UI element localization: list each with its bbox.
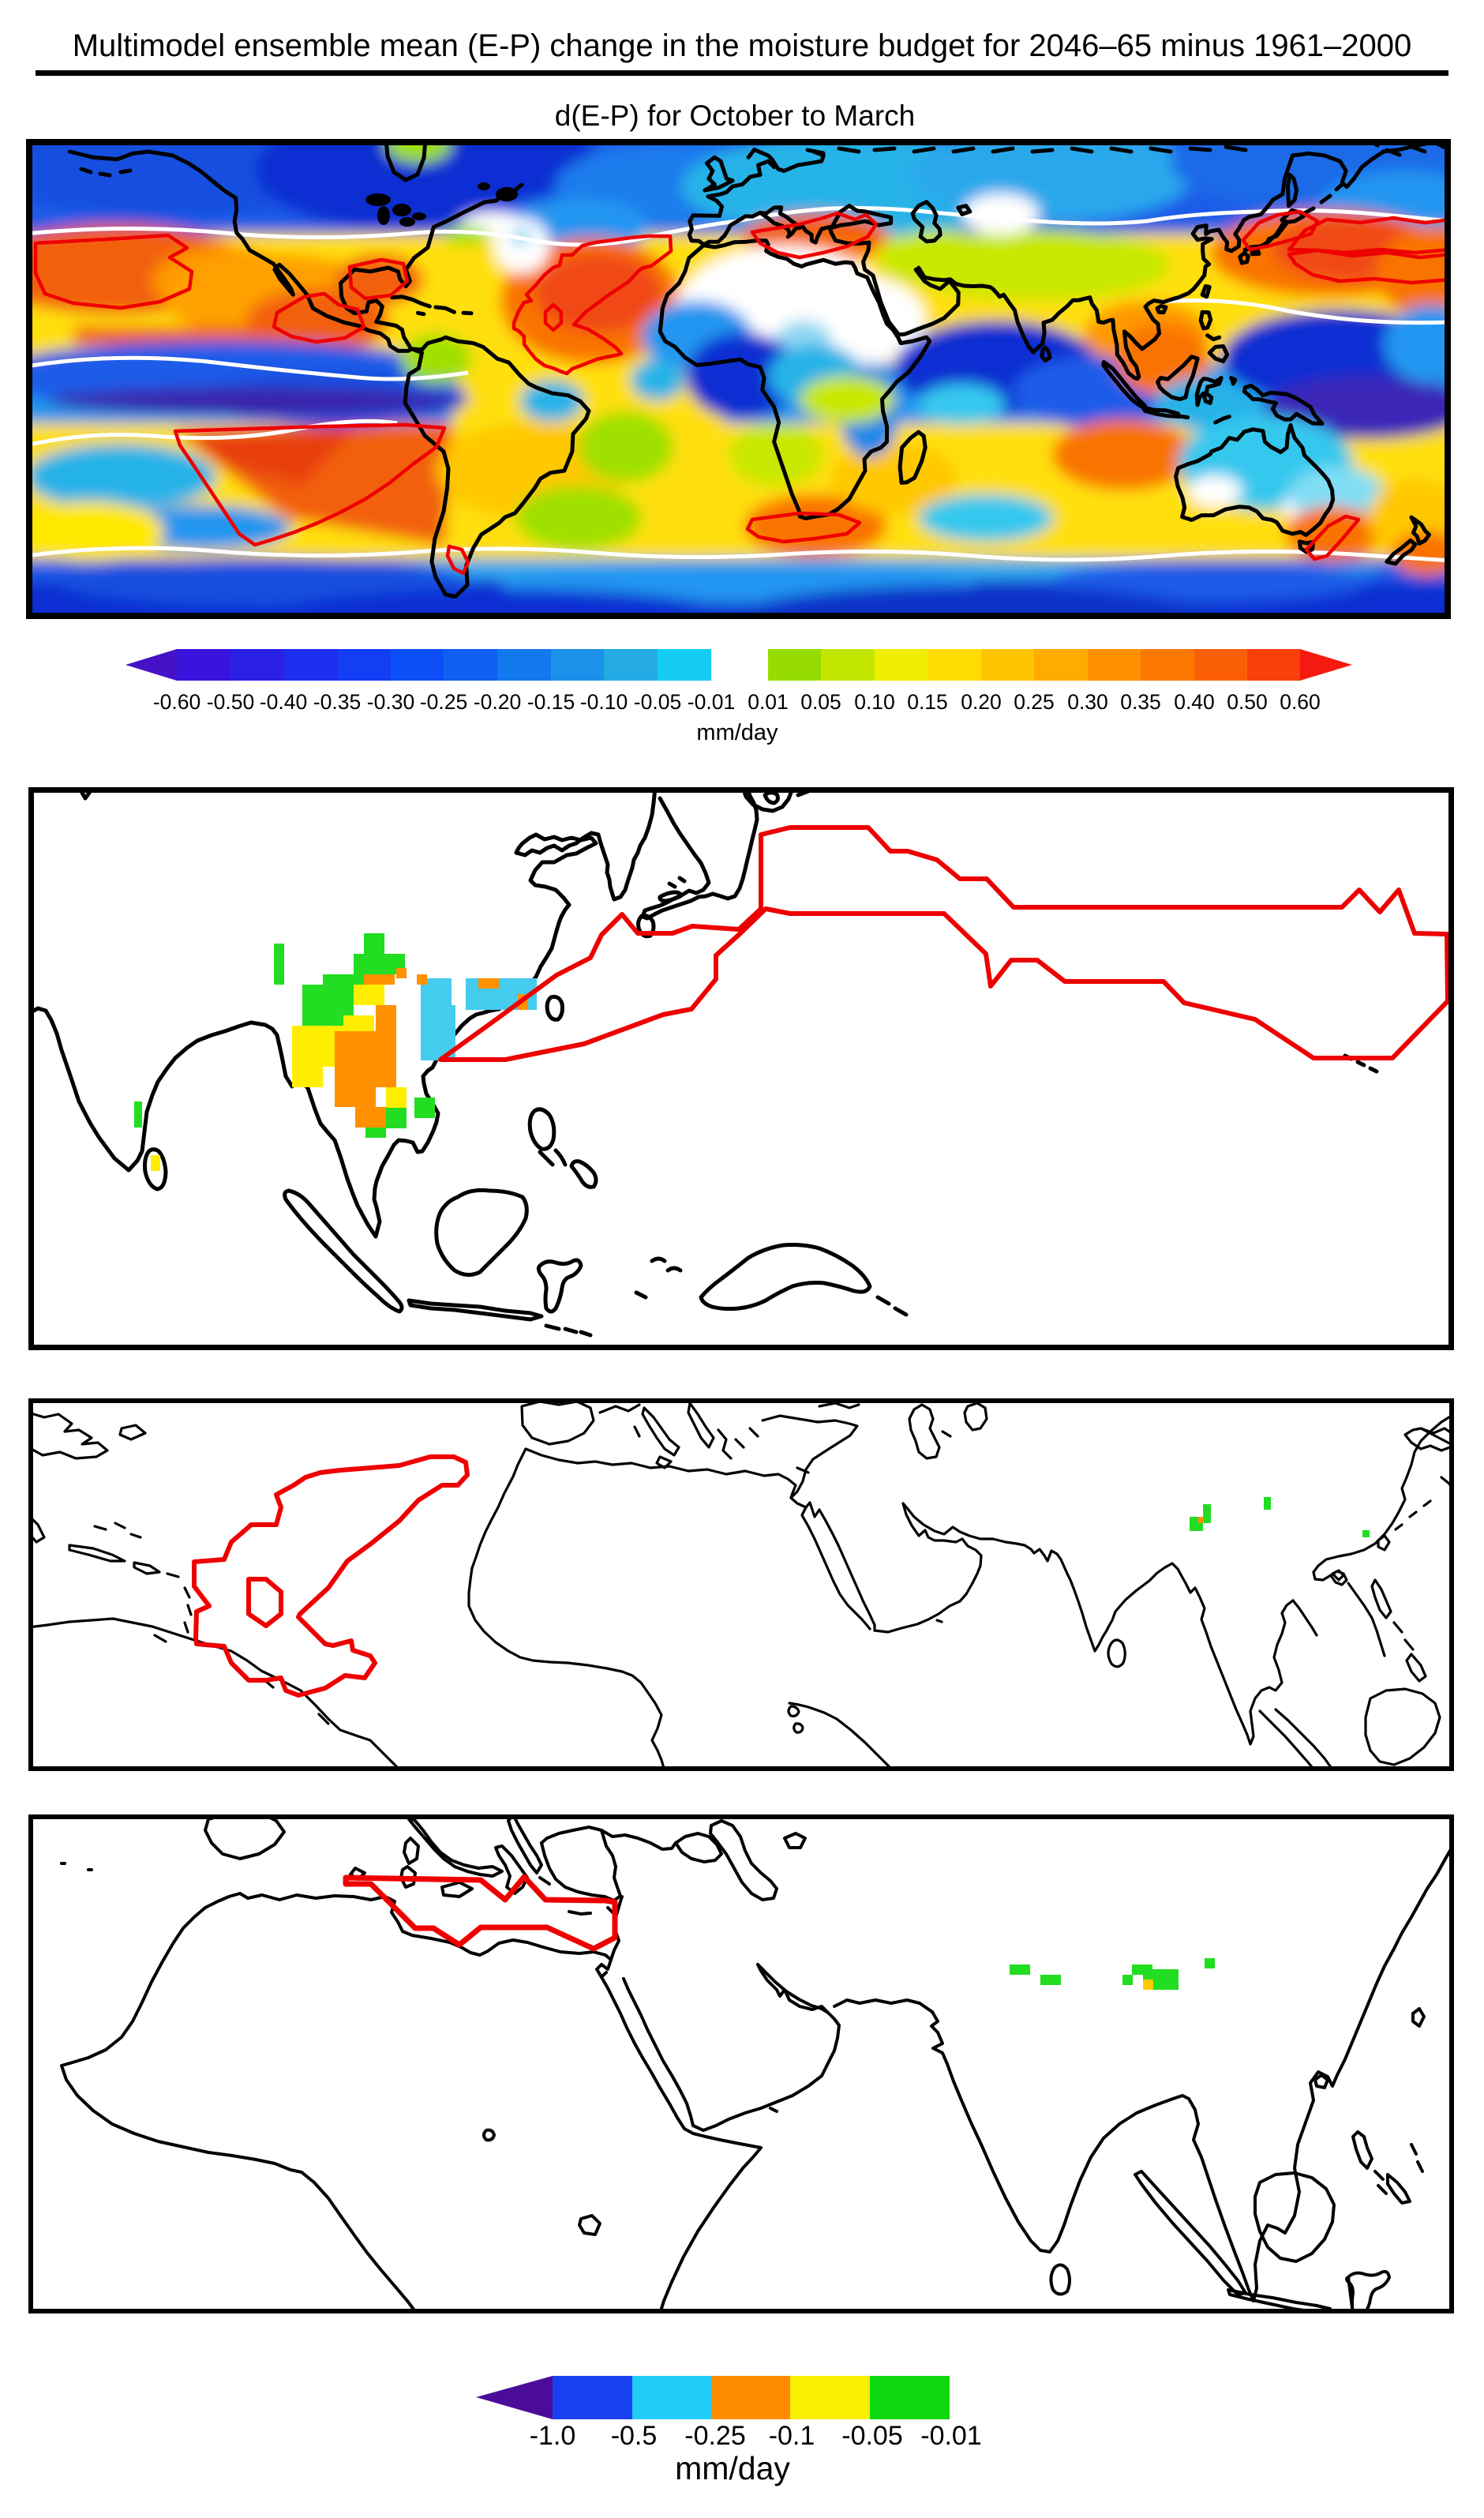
svg-text:0.35: 0.35 (1120, 690, 1161, 714)
svg-text:mm/day: mm/day (675, 2450, 790, 2486)
svg-text:-0.1: -0.1 (769, 2421, 815, 2451)
svg-text:-0.05: -0.05 (634, 690, 681, 714)
svg-text:0.25: 0.25 (1014, 690, 1055, 714)
svg-text:-0.5: -0.5 (611, 2421, 658, 2451)
svg-text:mm/day: mm/day (696, 720, 778, 745)
svg-text:0.05: 0.05 (800, 690, 841, 714)
svg-text:-0.25: -0.25 (420, 690, 467, 714)
svg-text:-0.30: -0.30 (367, 690, 414, 714)
svg-text:-0.60: -0.60 (153, 690, 200, 714)
svg-text:0.30: 0.30 (1067, 690, 1108, 714)
svg-text:0.50: 0.50 (1227, 690, 1268, 714)
svg-text:0.40: 0.40 (1174, 690, 1215, 714)
svg-text:-1.0: -1.0 (530, 2421, 576, 2451)
svg-text:-0.20: -0.20 (474, 690, 521, 714)
svg-text:-0.10: -0.10 (580, 690, 628, 714)
svg-text:0.01: 0.01 (748, 690, 789, 714)
svg-text:-0.05: -0.05 (841, 2421, 903, 2451)
svg-text:-0.15: -0.15 (527, 690, 575, 714)
svg-text:-0.01: -0.01 (688, 690, 735, 714)
svg-text:-0.50: -0.50 (207, 690, 254, 714)
svg-text:-0.40: -0.40 (260, 690, 307, 714)
svg-text:-0.01: -0.01 (920, 2421, 982, 2451)
svg-text:-0.25: -0.25 (684, 2421, 746, 2451)
svg-text:0.15: 0.15 (907, 690, 948, 714)
svg-text:0.10: 0.10 (854, 690, 895, 714)
svg-text:0.20: 0.20 (961, 690, 1002, 714)
svg-text:-0.35: -0.35 (313, 690, 361, 714)
svg-text:0.60: 0.60 (1280, 690, 1321, 714)
